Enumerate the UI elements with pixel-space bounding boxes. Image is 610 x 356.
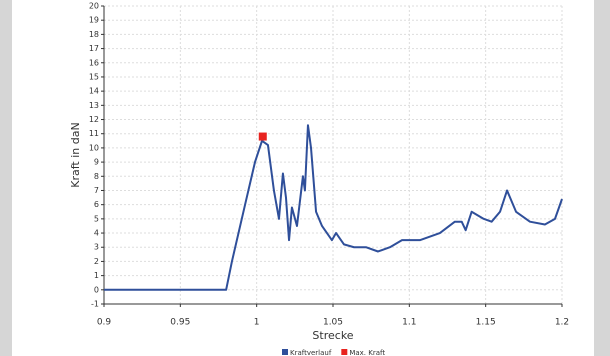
y-tick-label: 2 [94,257,99,266]
legend-swatch [282,349,288,355]
y-tick-label: 0 [94,285,99,294]
y-tick-label: -1 [91,300,99,309]
x-tick-label: 0.95 [170,318,190,328]
force-line [104,124,563,291]
y-tick-label: 17 [89,44,99,53]
x-tick-label: 1.2 [555,318,569,328]
y-tick-label: 16 [89,58,99,67]
legend-label: Kraftverlauf [290,349,332,356]
x-tick-label: 1.05 [323,318,343,328]
y-tick-label: 8 [94,172,99,181]
legend-label: Max. Kraft [349,349,385,356]
left-border [0,0,12,356]
y-tick-label: 14 [89,87,99,96]
y-tick-label: 6 [94,200,99,209]
y-tick-label: 15 [89,72,99,81]
y-tick-label: 18 [89,30,99,39]
y-tick-label: 12 [89,115,99,124]
y-tick-label: 1 [94,271,99,280]
x-tick-label: 1.1 [402,318,416,328]
y-tick-label: 10 [89,143,99,152]
y-tick-label: 20 [89,2,99,11]
x-tick-label: 1 [254,318,260,328]
y-tick-label: 19 [89,16,99,25]
y-tick-label: 4 [94,229,99,238]
y-axis-label: Kraft in daN [69,122,82,187]
y-tick-label: 11 [89,129,99,138]
y-tick-label: 3 [94,243,99,252]
y-tick-label: 5 [94,214,99,223]
y-tick-label: 7 [94,186,99,195]
x-tick-label: 0.9 [97,318,112,328]
x-tick-label: 1.15 [476,318,496,328]
y-tick-label: 9 [94,158,99,167]
right-border [594,0,610,356]
legend-swatch [341,349,348,355]
max-marker [258,132,267,141]
y-tick-label: 13 [89,101,99,110]
x-axis-label: Strecke [312,329,353,342]
